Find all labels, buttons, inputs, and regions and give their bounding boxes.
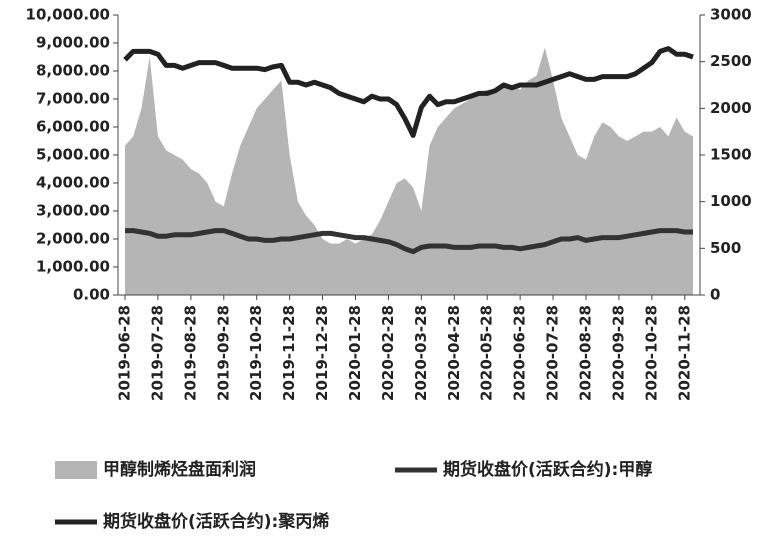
y-tick-label: 1,000.00 bbox=[36, 258, 110, 276]
x-tick-label: 2020-02-28 bbox=[379, 305, 397, 401]
line bbox=[125, 228, 693, 255]
y-tick-label: 9,000.00 bbox=[36, 34, 110, 52]
x-tick-label: 2020-01-28 bbox=[346, 305, 364, 401]
x-tick-label: 2019-10-28 bbox=[247, 305, 265, 401]
y-tick-label: 3,000.00 bbox=[36, 202, 110, 220]
x-tick-label: 2020-03-28 bbox=[412, 305, 430, 401]
x-tick-label: 2020-09-28 bbox=[609, 305, 627, 401]
y-tick-label: 7,000.00 bbox=[36, 90, 110, 108]
y2-tick-label: 2000 bbox=[710, 99, 752, 117]
area bbox=[125, 47, 693, 295]
x-tick-label: 2019-07-28 bbox=[148, 305, 166, 401]
x-tick-label: 2019-12-28 bbox=[313, 305, 331, 401]
x-tick-label: 2020-08-28 bbox=[576, 305, 594, 401]
y2-tick-label: 1000 bbox=[710, 192, 752, 210]
y-tick-label: 8,000.00 bbox=[36, 62, 110, 80]
y-tick-label: 0.00 bbox=[73, 286, 110, 304]
legend-label: 甲醇制烯烃盘面利润 bbox=[103, 459, 256, 480]
x-tick-label: 2020-06-28 bbox=[511, 305, 529, 401]
y-tick-label: 2,000.00 bbox=[36, 230, 110, 248]
y2-tick-label: 2500 bbox=[710, 52, 752, 70]
y2-tick-label: 0 bbox=[710, 286, 720, 304]
y2-tick-label: 500 bbox=[710, 239, 741, 257]
y2-tick-label: 3000 bbox=[710, 6, 752, 24]
legend-label: 期货收盘价(活跃合约):聚丙烯 bbox=[103, 511, 329, 532]
legend-swatch bbox=[55, 461, 97, 479]
x-tick-label: 2020-07-28 bbox=[544, 305, 562, 401]
legend-label: 期货收盘价(活跃合约):甲醇 bbox=[443, 459, 652, 480]
x-tick-label: 2019-08-28 bbox=[181, 305, 199, 401]
x-tick-label: 2020-05-28 bbox=[478, 305, 496, 401]
y-tick-label: 10,000.00 bbox=[26, 6, 110, 24]
line bbox=[123, 46, 694, 138]
x-tick-label: 2019-09-28 bbox=[214, 305, 232, 401]
y-tick-label: 6,000.00 bbox=[36, 118, 110, 136]
x-tick-label: 2020-04-28 bbox=[445, 305, 463, 401]
x-tick-label: 2020-10-28 bbox=[642, 305, 660, 401]
y2-tick-label: 1500 bbox=[710, 146, 752, 164]
y-tick-label: 5,000.00 bbox=[36, 146, 110, 164]
y-tick-label: 4,000.00 bbox=[36, 174, 110, 192]
x-tick-label: 2019-11-28 bbox=[280, 305, 298, 401]
x-tick-label: 2020-11-28 bbox=[675, 305, 693, 401]
x-tick-label: 2019-06-28 bbox=[116, 305, 134, 401]
